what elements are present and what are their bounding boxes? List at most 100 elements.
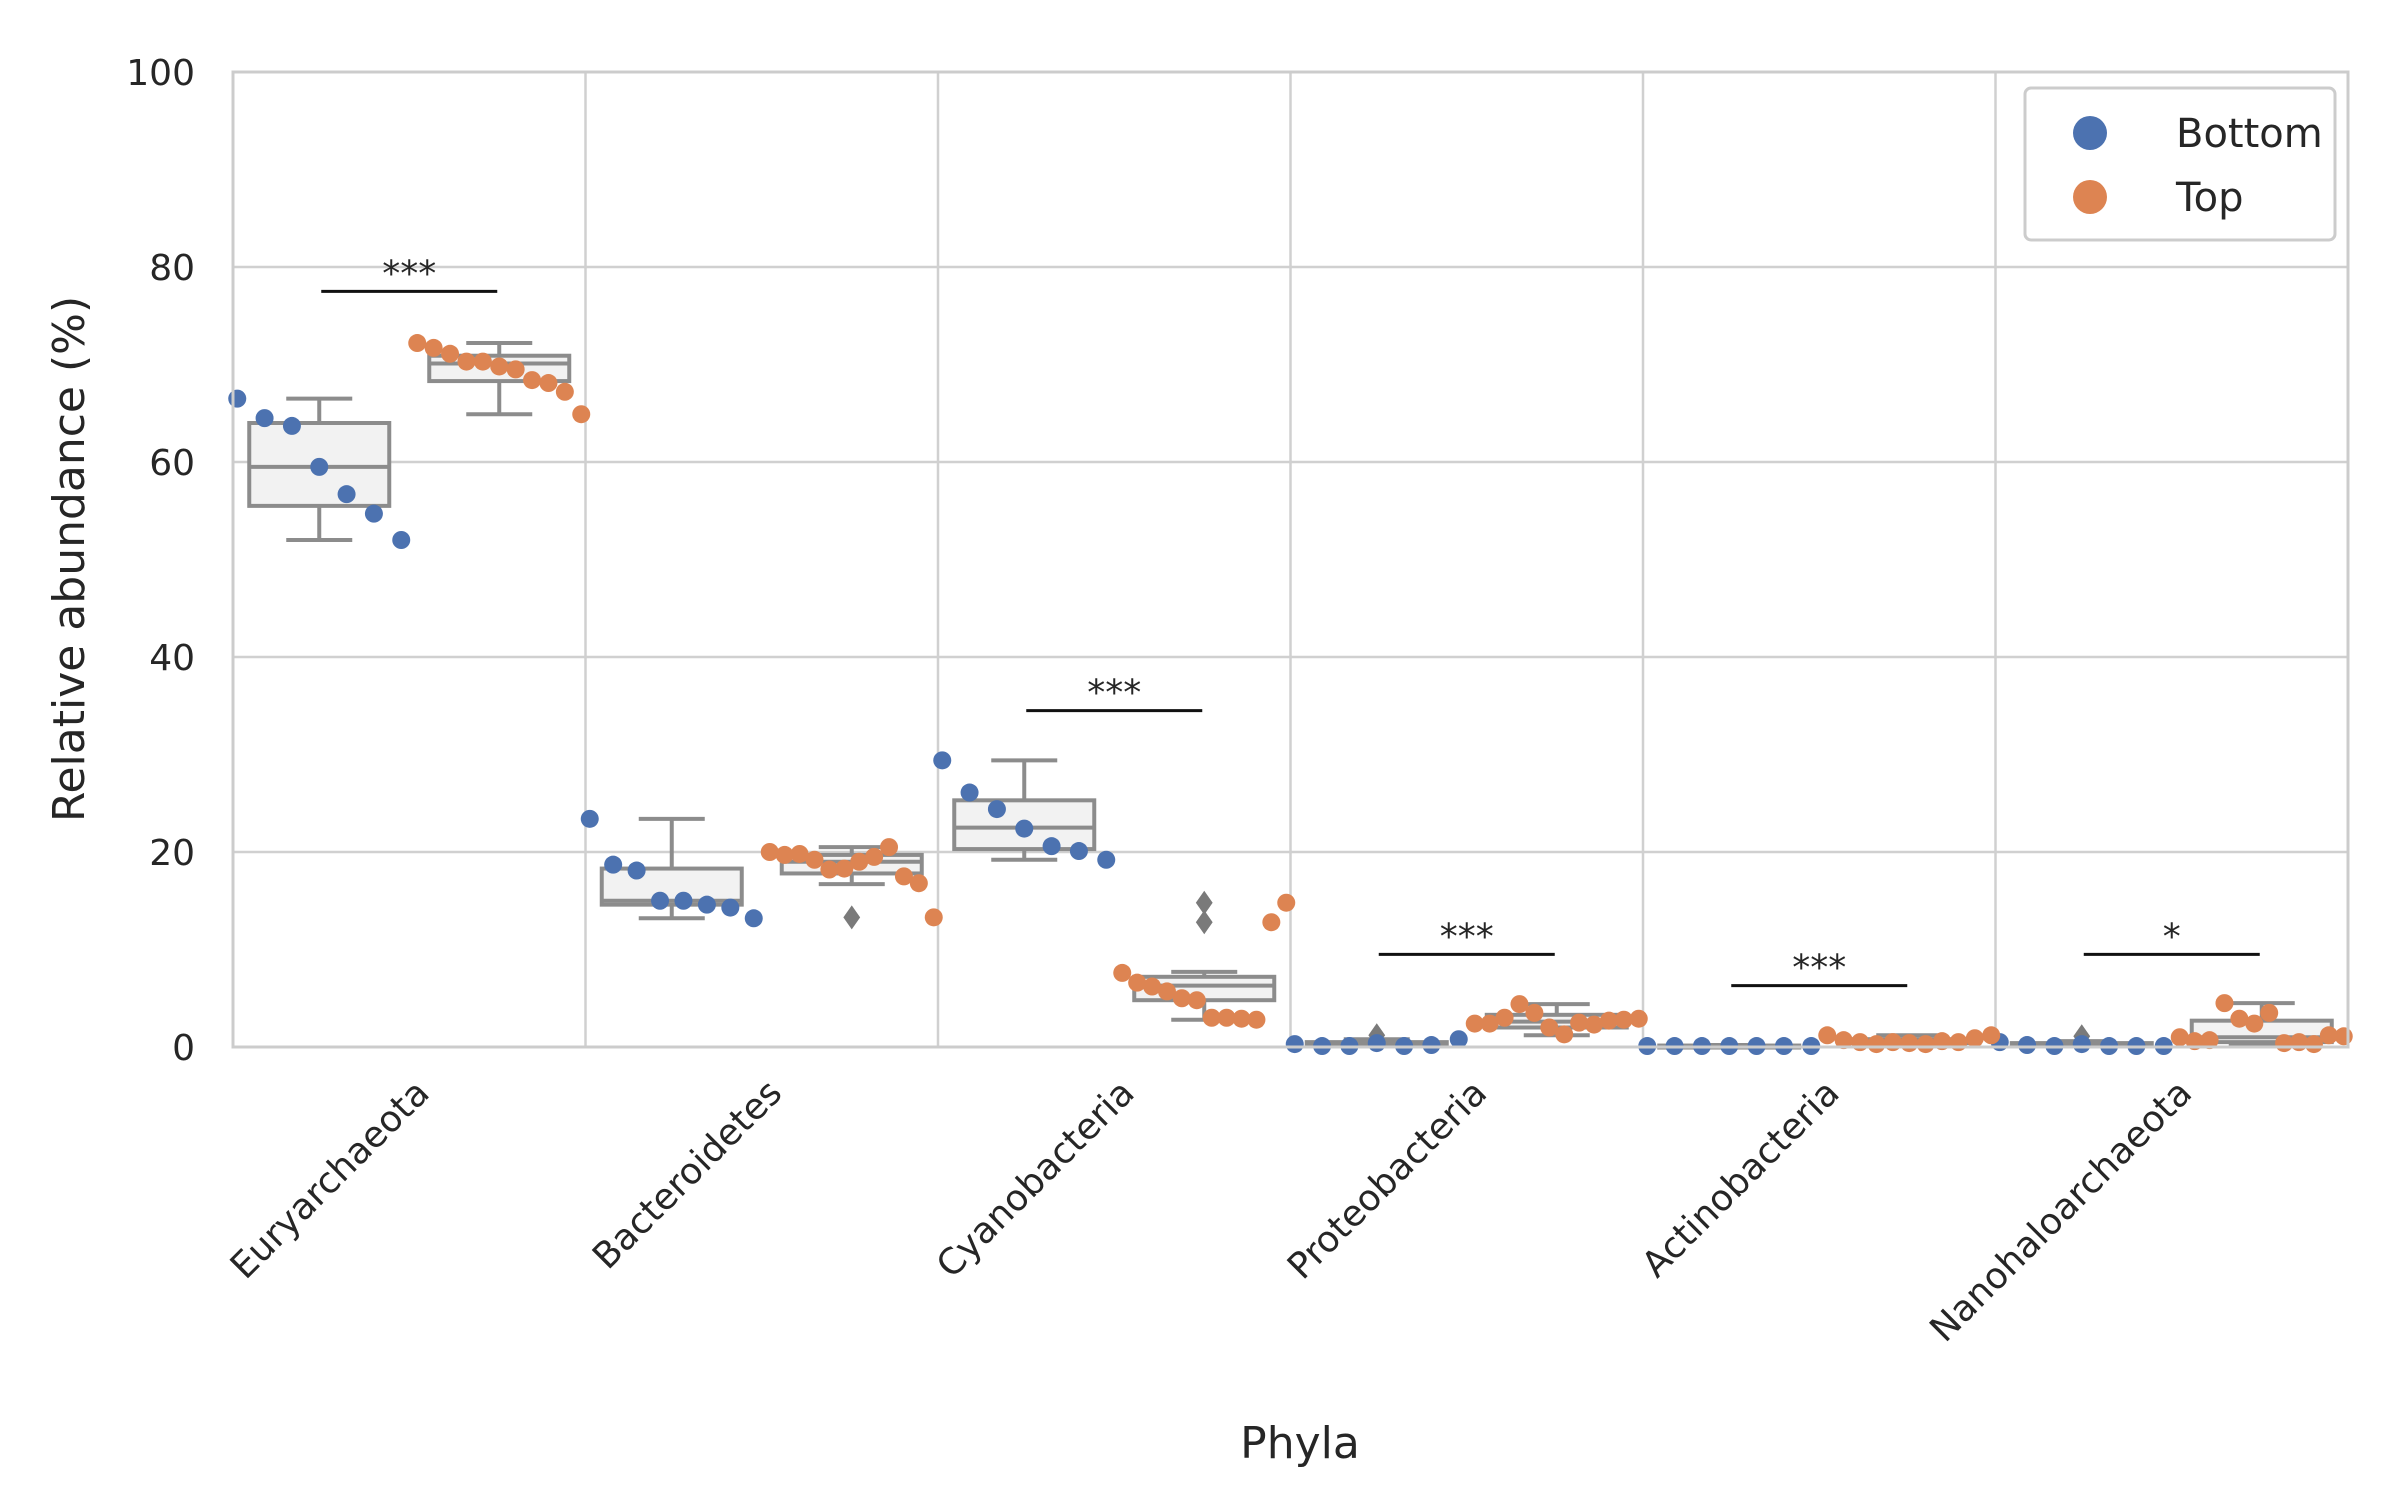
point-top xyxy=(880,838,899,857)
legend-label-top: Top xyxy=(2175,175,2244,221)
point-top xyxy=(909,874,928,893)
point-top xyxy=(2200,1031,2219,1050)
x-tick-label: Cyanobacteria xyxy=(929,1072,1143,1286)
point-top xyxy=(2304,1035,2323,1054)
point-top xyxy=(2215,994,2234,1013)
point-top xyxy=(441,344,460,363)
point-top xyxy=(1480,1014,1499,1033)
point-top xyxy=(1629,1009,1648,1028)
point-bottom xyxy=(1015,819,1034,838)
x-tick-label: Bacteroidetes xyxy=(585,1072,790,1277)
point-bottom xyxy=(1042,837,1061,856)
point-bottom xyxy=(2072,1035,2091,1054)
point-top xyxy=(555,382,574,401)
point-top xyxy=(1916,1035,1935,1054)
point-top xyxy=(539,374,558,393)
legend-marker-top xyxy=(2073,180,2107,214)
point-bottom xyxy=(744,909,763,928)
point-top xyxy=(805,850,824,869)
point-top xyxy=(1217,1008,1236,1027)
legend-label-bottom: Bottom xyxy=(2176,111,2323,157)
point-bottom xyxy=(255,409,274,428)
significance-label: *** xyxy=(1087,673,1141,714)
point-top xyxy=(850,852,869,871)
point-top xyxy=(473,352,492,371)
point-top xyxy=(1614,1010,1633,1029)
point-top xyxy=(1128,973,1147,992)
point-top xyxy=(760,843,779,861)
point-top xyxy=(790,844,809,863)
point-top xyxy=(1143,977,1162,996)
point-top xyxy=(924,908,943,927)
point-top xyxy=(1172,989,1191,1008)
outlier-marker xyxy=(843,905,861,930)
point-top xyxy=(1465,1014,1484,1033)
point-top xyxy=(1867,1035,1886,1054)
point-bottom xyxy=(1069,842,1088,861)
point-top xyxy=(1540,1018,1559,1037)
point-bottom xyxy=(337,485,356,504)
x-tick-label: Actinobacteria xyxy=(1634,1072,1847,1285)
point-top xyxy=(1277,893,1296,912)
point-top xyxy=(1262,913,1281,932)
point-top xyxy=(1555,1025,1574,1044)
point-top xyxy=(2245,1014,2264,1033)
x-tick-labels: Euryarchaeota Bacteroidetes Cyanobacteria P… xyxy=(223,1072,2200,1350)
point-top xyxy=(2230,1009,2249,1028)
point-bottom xyxy=(674,891,693,910)
box-bottom xyxy=(599,866,744,907)
point-top xyxy=(1599,1011,1618,1030)
point-top xyxy=(1525,1003,1544,1022)
point-bottom xyxy=(1422,1036,1441,1055)
point-top xyxy=(1187,991,1206,1010)
point-top xyxy=(1113,963,1132,982)
point-top xyxy=(523,371,542,390)
x-tick-label: Proteobacteria xyxy=(1280,1072,1495,1287)
point-bottom xyxy=(697,895,716,914)
point-top xyxy=(894,867,913,886)
point-top xyxy=(490,357,509,376)
gridlines xyxy=(233,70,2348,1049)
point-top xyxy=(1965,1029,1984,1048)
point-top xyxy=(506,360,525,379)
plot-frame xyxy=(231,70,2350,1049)
point-top xyxy=(2319,1026,2338,1045)
point-top xyxy=(1232,1009,1251,1028)
significance-annotations: ************* xyxy=(321,253,2260,989)
significance-label: *** xyxy=(1440,916,1494,957)
point-top xyxy=(572,405,591,424)
x-tick-label: Nanohaloarchaeota xyxy=(1922,1072,2200,1350)
y-tick-label: 100 xyxy=(126,53,195,94)
point-top xyxy=(1510,995,1529,1014)
point-bottom xyxy=(364,504,383,523)
point-bottom xyxy=(651,891,670,910)
y-axis-label: Relative abundance (%) xyxy=(44,296,95,822)
point-top xyxy=(1157,982,1176,1001)
point-bottom xyxy=(1449,1030,1468,1049)
point-bottom xyxy=(721,898,740,917)
point-top xyxy=(1818,1026,1837,1045)
y-tick-labels: 0 20 40 60 80 100 xyxy=(126,53,195,1069)
point-top xyxy=(1570,1013,1589,1032)
legend: Bottom Top xyxy=(2023,86,2337,242)
point-bottom xyxy=(987,800,1006,819)
point-bottom xyxy=(960,783,979,802)
outlier-marker xyxy=(1195,890,1213,915)
point-top xyxy=(1585,1015,1604,1034)
point-top xyxy=(1247,1010,1266,1029)
point-top xyxy=(2334,1027,2353,1046)
point-top xyxy=(1834,1031,1853,1050)
point-bottom xyxy=(604,855,623,874)
point-bottom xyxy=(282,416,301,435)
point-top xyxy=(835,859,854,878)
point-bottom xyxy=(1285,1035,1304,1054)
x-axis-label: Phyla xyxy=(1240,1418,1360,1469)
y-tick-label: 20 xyxy=(149,833,195,874)
y-tick-label: 0 xyxy=(172,1028,195,1069)
point-bottom xyxy=(310,457,329,476)
significance-label: *** xyxy=(382,253,436,294)
point-top xyxy=(424,338,443,357)
point-bottom xyxy=(580,809,599,828)
data-points xyxy=(228,334,2353,1056)
y-tick-label: 60 xyxy=(149,443,195,484)
